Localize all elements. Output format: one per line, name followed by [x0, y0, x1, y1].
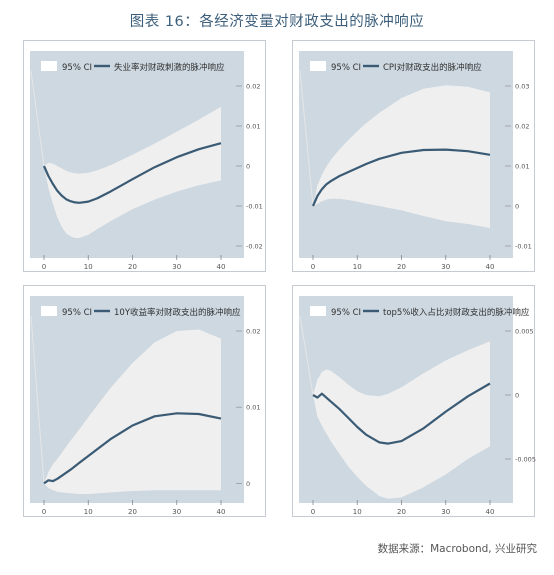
x-tick-label: 10: [353, 508, 362, 516]
legend-swatch-ci: [310, 61, 326, 71]
legend-label-series: 10Y收益率对财政支出的脉冲响应: [114, 307, 241, 318]
x-tick-label: 0: [42, 508, 46, 516]
confidence-band: [44, 106, 221, 238]
y-tick-label: -0.02: [246, 243, 263, 251]
response-line: [311, 148, 491, 207]
legend-swatch-ci: [41, 61, 57, 71]
figure-title: 图表 16：各经济变量对财政支出的脉冲响应: [129, 14, 425, 30]
chart-panel-cpi: 95% CI CPI对财政支出的脉冲响应 0 10 20 30 40 -0.01 0 0.01 0.…: [292, 40, 535, 272]
y-tick-label: 0.02: [246, 83, 260, 91]
x-tick-label: 30: [172, 508, 181, 516]
band-edge-line: [30, 70, 45, 167]
y-tick-label: 0.01: [515, 163, 529, 171]
x-tick-label: 20: [128, 508, 137, 516]
y-tick-label: 0: [515, 392, 519, 400]
y-tick-label: 0: [515, 203, 519, 211]
chart-svg-unemployment: 95% CI 失业率对财政刺激的脉冲响应 0 10 20 30 40 -0.02 -0.01 0 0…: [30, 51, 263, 271]
legend-label-ci: 95% CI: [331, 308, 361, 318]
chart-panel-10y-yield: 95% CI 10Y收益率对财政支出的脉冲响应 0 10 20 30 40 0 0.01 0.02: [23, 285, 266, 517]
chart-svg-top5-income: 95% CI top5%收入占比对财政支出的脉冲响应 0 10 20 30 40 -0.005…: [299, 296, 536, 516]
x-tick-label: 40: [217, 508, 226, 516]
x-tick-label: 40: [486, 508, 495, 516]
x-tick-label: 0: [311, 508, 315, 516]
chart-svg-cpi: 95% CI CPI对财政支出的脉冲响应 0 10 20 30 40 -0.01 0 0.01 0.…: [299, 51, 532, 271]
x-tick-label: 10: [353, 263, 362, 271]
y-tick-label: 0.01: [246, 404, 260, 412]
legend-label-series: 失业率对财政刺激的脉冲响应: [114, 62, 225, 73]
confidence-band: [44, 329, 221, 494]
legend-label-series: CPI对财政支出的脉冲响应: [383, 62, 482, 73]
x-tick-label: 20: [397, 508, 406, 516]
y-tick-label: -0.01: [246, 203, 263, 211]
y-tick-label: 0.02: [515, 123, 529, 131]
y-tick-label: 0.01: [246, 123, 260, 131]
y-tick-label: 0.005: [515, 328, 534, 336]
response-line: [312, 382, 491, 445]
band-edge-line: [299, 70, 314, 207]
confidence-band: [313, 85, 490, 228]
y-tick-label: 0.02: [246, 328, 260, 336]
chart-panel-unemployment: 95% CI 失业率对财政刺激的脉冲响应 0 10 20 30 40 -0.02 -0.01 0 0…: [23, 40, 266, 272]
y-tick-label: -0.01: [515, 243, 532, 251]
legend-label-ci: 95% CI: [62, 308, 92, 318]
y-tick-label: 0: [246, 163, 250, 171]
x-tick-label: 30: [172, 263, 181, 271]
x-tick-label: 40: [486, 263, 495, 271]
x-tick-label: 10: [84, 508, 93, 516]
source-note: 数据来源：Macrobond, 兴业研究: [377, 543, 537, 555]
response-line: [42, 142, 222, 204]
y-tick-label: 0: [246, 480, 250, 488]
x-tick-label: 10: [84, 263, 93, 271]
chart-svg-10y-yield: 95% CI 10Y收益率对财政支出的脉冲响应 0 10 20 30 40 0 0.01 0.02: [30, 296, 260, 516]
chart-panel-top5-income: 95% CI top5%收入占比对财政支出的脉冲响应 0 10 20 30 40 -0.005…: [292, 285, 536, 517]
y-tick-label: 0.03: [515, 83, 529, 91]
x-tick-label: 30: [441, 263, 450, 271]
legend-swatch-ci: [310, 306, 326, 316]
band-edge-line: [299, 315, 314, 396]
x-tick-label: 0: [42, 263, 46, 271]
confidence-band: [313, 341, 490, 499]
x-tick-label: 30: [441, 508, 450, 516]
x-tick-label: 0: [311, 263, 315, 271]
response-line: [43, 412, 222, 485]
x-tick-label: 20: [128, 263, 137, 271]
band-edge-line: [30, 315, 45, 484]
legend-label-ci: 95% CI: [331, 63, 361, 73]
x-tick-label: 40: [217, 263, 226, 271]
legend-label-series: top5%收入占比对财政支出的脉冲响应: [383, 307, 530, 318]
legend-label-ci: 95% CI: [62, 63, 92, 73]
legend-swatch-ci: [41, 306, 57, 316]
y-tick-label: -0.005: [515, 456, 536, 464]
x-tick-label: 20: [397, 263, 406, 271]
